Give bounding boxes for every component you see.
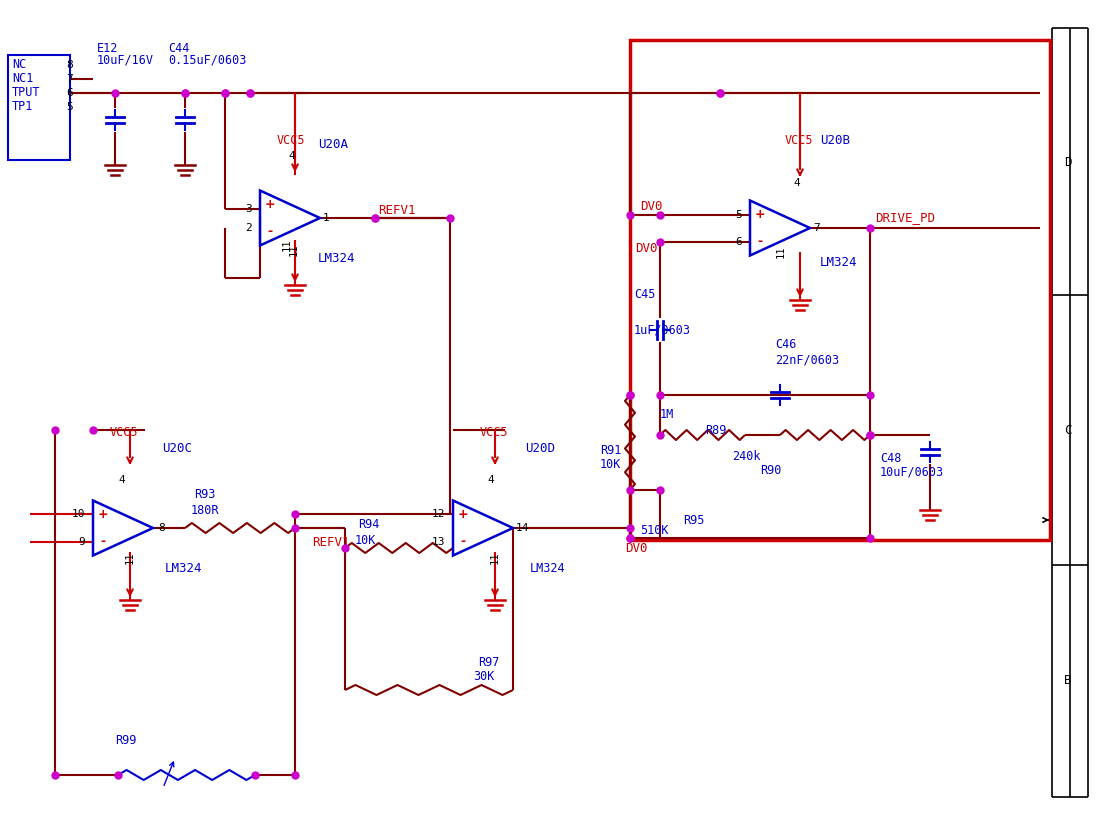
Text: B: B — [1064, 673, 1072, 686]
Text: 13: 13 — [432, 537, 445, 547]
Text: DRIVE_PD: DRIVE_PD — [875, 211, 935, 224]
Text: 6: 6 — [66, 88, 72, 98]
Text: LM324: LM324 — [318, 252, 355, 265]
Text: VCC5: VCC5 — [277, 134, 306, 147]
Text: VCC5: VCC5 — [785, 134, 813, 147]
Text: E12: E12 — [98, 41, 118, 54]
Text: R91: R91 — [600, 444, 621, 456]
Text: LM324: LM324 — [530, 562, 566, 574]
Text: REFV1: REFV1 — [312, 536, 350, 549]
Text: D: D — [1064, 155, 1072, 168]
Text: 4: 4 — [288, 151, 295, 161]
Text: 14: 14 — [516, 523, 529, 533]
Text: R95: R95 — [683, 513, 705, 526]
Text: 4: 4 — [118, 475, 125, 485]
Text: 180R: 180R — [191, 503, 219, 516]
Bar — [630, 40, 1050, 540]
Text: DV0: DV0 — [635, 242, 658, 254]
Text: 4: 4 — [487, 475, 494, 485]
Text: 0.15uF/0603: 0.15uF/0603 — [168, 54, 247, 67]
Text: 10K: 10K — [355, 534, 376, 546]
Text: 5: 5 — [735, 210, 742, 220]
Text: R97: R97 — [478, 656, 500, 668]
Text: DV0: DV0 — [640, 200, 662, 214]
Text: C44: C44 — [168, 41, 190, 54]
Text: DV0: DV0 — [625, 541, 648, 554]
Text: LM324: LM324 — [165, 562, 203, 574]
Text: 1: 1 — [323, 213, 330, 223]
Text: -: - — [267, 225, 273, 238]
Text: 11: 11 — [490, 552, 500, 564]
Text: 10K: 10K — [600, 459, 621, 472]
Text: 8: 8 — [66, 60, 72, 70]
Text: TP1: TP1 — [12, 101, 33, 114]
Text: REFV1: REFV1 — [378, 204, 415, 216]
Text: R89: R89 — [705, 423, 727, 436]
Text: 2: 2 — [246, 223, 252, 233]
Text: 11: 11 — [776, 246, 786, 258]
Text: R90: R90 — [760, 464, 781, 477]
Text: -: - — [460, 535, 466, 549]
Text: +: + — [265, 198, 275, 210]
Bar — [8, 55, 70, 160]
Text: 1uF/0603: 1uF/0603 — [633, 323, 690, 337]
Text: 8: 8 — [158, 523, 164, 533]
Text: 1M: 1M — [660, 408, 674, 422]
Text: +: + — [755, 208, 765, 221]
Text: 6: 6 — [735, 237, 742, 247]
Text: C46: C46 — [775, 338, 797, 351]
Text: -: - — [757, 235, 763, 248]
Text: 11: 11 — [282, 238, 292, 252]
Text: 7: 7 — [813, 223, 820, 233]
Text: R94: R94 — [358, 518, 379, 531]
Text: 7: 7 — [66, 74, 72, 84]
Text: U20B: U20B — [820, 134, 850, 147]
Text: U20D: U20D — [525, 441, 555, 455]
Text: 3: 3 — [246, 204, 252, 214]
Text: 10uF/0603: 10uF/0603 — [880, 465, 944, 478]
Text: VCC5: VCC5 — [110, 427, 138, 440]
Text: 9: 9 — [78, 537, 85, 547]
Text: 12: 12 — [432, 509, 445, 519]
Text: VCC5: VCC5 — [480, 427, 509, 440]
Text: LM324: LM324 — [820, 256, 857, 268]
Text: U20A: U20A — [318, 139, 349, 152]
Text: TPUT: TPUT — [12, 87, 41, 100]
Text: 11: 11 — [125, 552, 135, 564]
Text: NC1: NC1 — [12, 73, 33, 86]
Text: 5: 5 — [66, 102, 72, 112]
Text: NC: NC — [12, 59, 26, 72]
Text: -: - — [101, 535, 105, 549]
Text: +: + — [458, 507, 468, 521]
Text: U20C: U20C — [162, 441, 192, 455]
Text: R93: R93 — [194, 488, 216, 501]
Text: 4: 4 — [794, 178, 800, 188]
Text: R99: R99 — [115, 733, 136, 747]
Text: +: + — [98, 507, 109, 521]
Text: C: C — [1064, 423, 1072, 436]
Text: 510K: 510K — [640, 524, 669, 536]
Text: 240k: 240k — [732, 450, 761, 464]
Text: 10: 10 — [71, 509, 85, 519]
Text: 11: 11 — [289, 243, 299, 257]
Text: C48: C48 — [880, 451, 901, 464]
Text: C45: C45 — [633, 289, 655, 301]
Text: 10uF/16V: 10uF/16V — [98, 54, 155, 67]
Text: 30K: 30K — [473, 670, 494, 682]
Text: 22nF/0603: 22nF/0603 — [775, 353, 840, 366]
